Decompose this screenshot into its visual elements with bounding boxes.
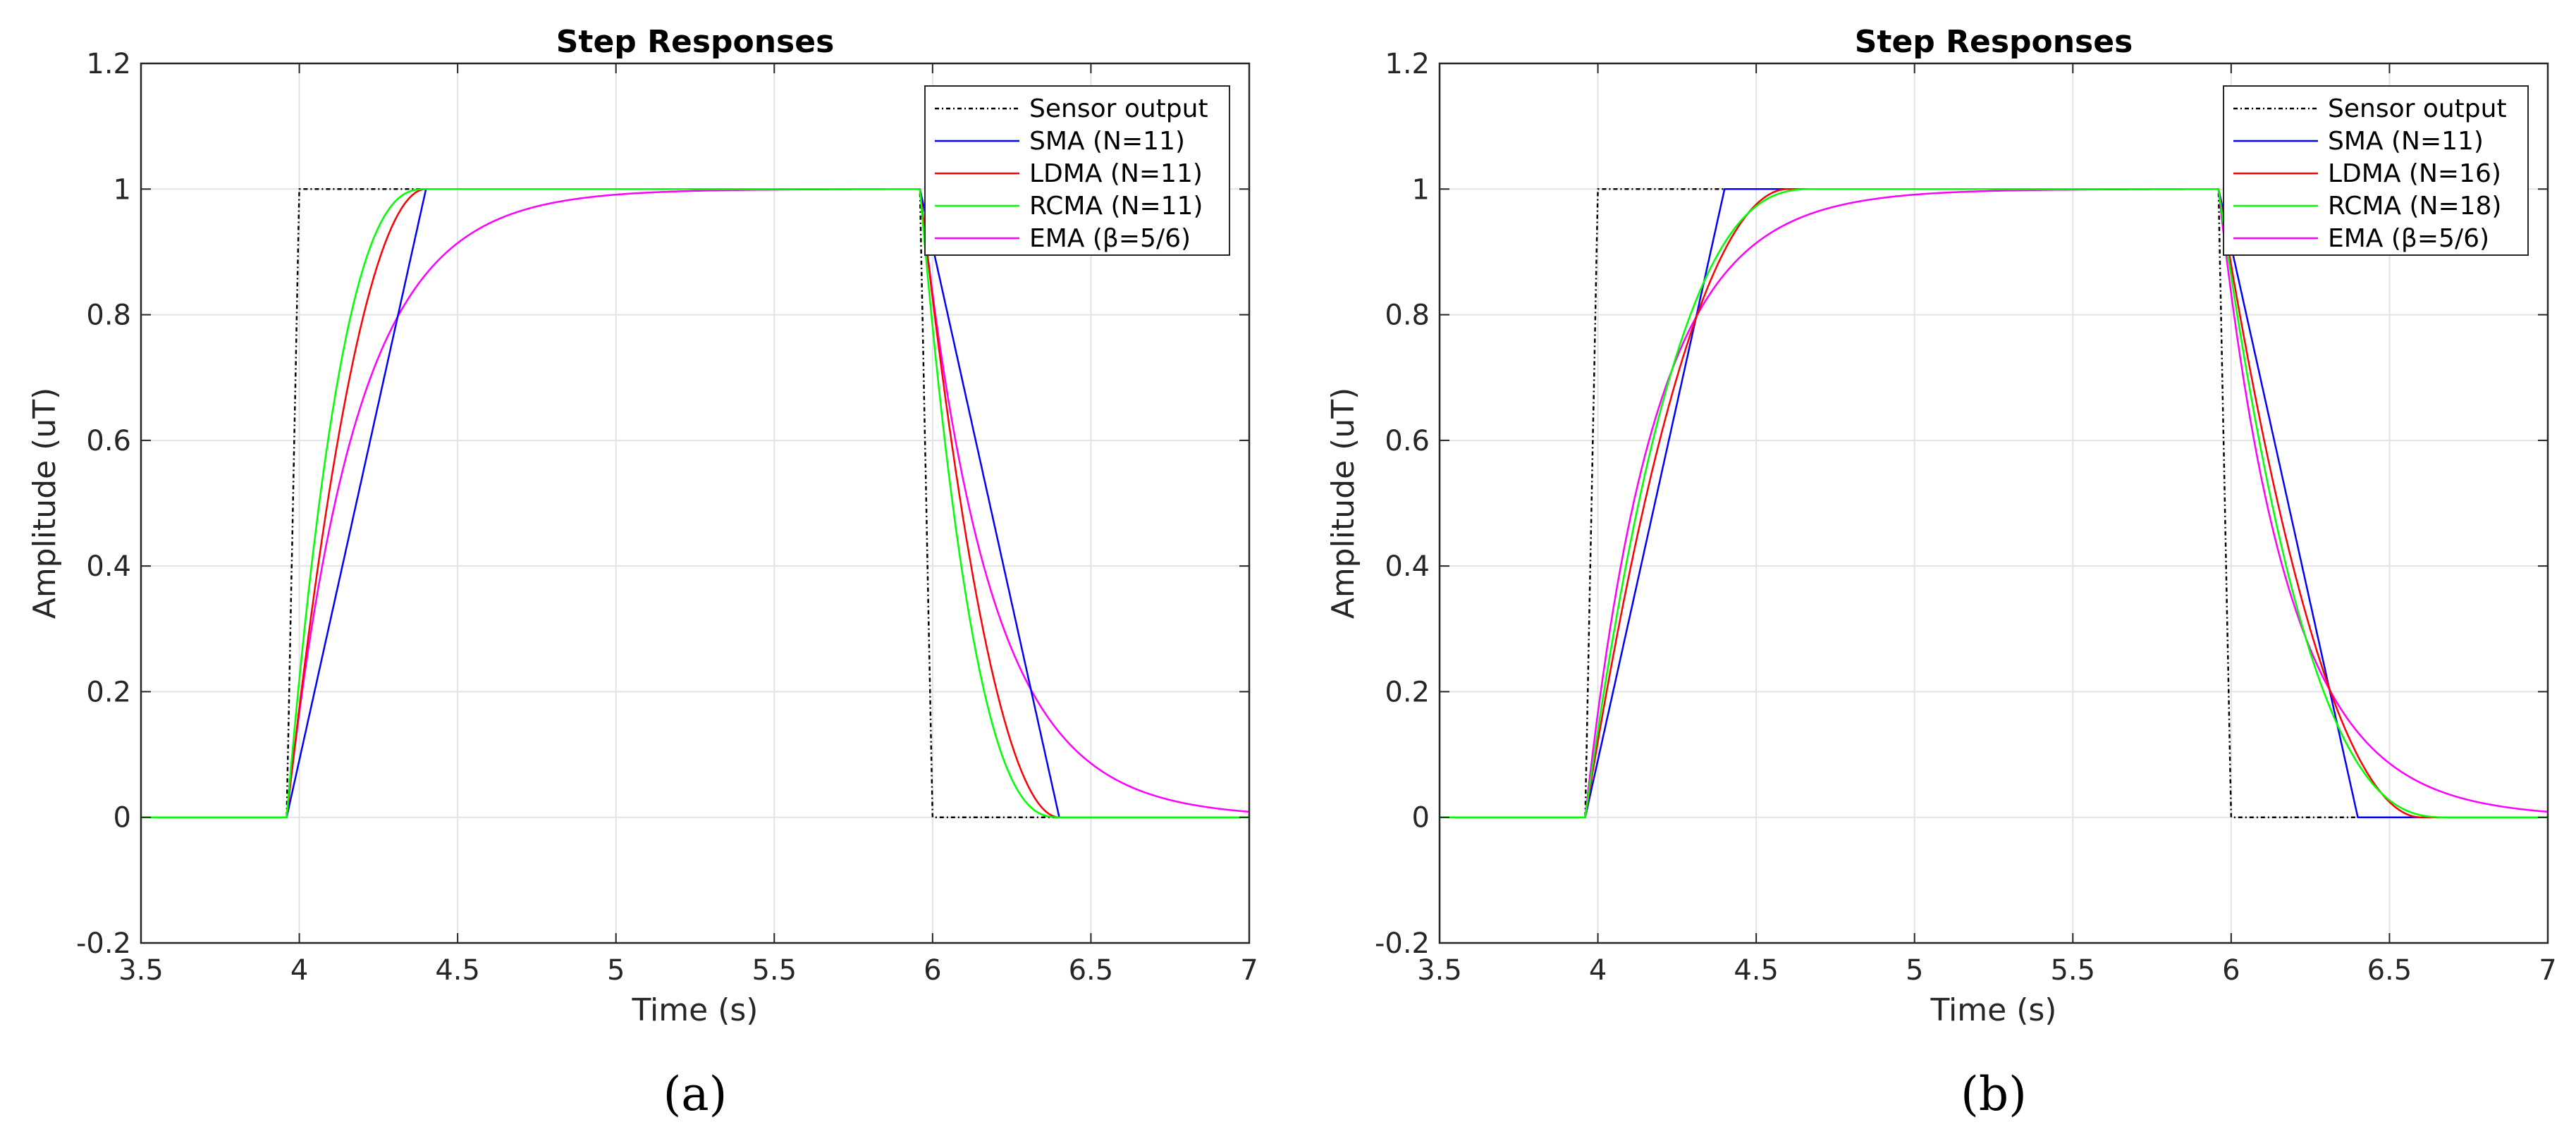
y-tick-label: 0.8	[1385, 300, 1430, 332]
x-tick-label: 3.5	[118, 954, 164, 987]
y-tick-label: -0.2	[76, 927, 131, 960]
legend-label: EMA (β=5/6)	[2328, 224, 2489, 253]
panel-label: (b)	[1961, 1067, 2027, 1121]
legend-label: RCMA (N=18)	[2328, 192, 2501, 221]
legend-box	[924, 85, 1230, 256]
y-tick-label: 0.6	[1385, 425, 1430, 457]
legend-box	[2223, 85, 2529, 256]
y-tick-label: 1.2	[1385, 48, 1430, 80]
chart-title: Step Responses	[556, 24, 835, 60]
y-tick-label: 0.8	[86, 300, 131, 332]
x-tick-label: 4	[290, 954, 308, 987]
series-line-ema	[1440, 188, 2548, 818]
x-tick-label: 6.5	[2367, 954, 2412, 987]
y-tick-label: 0	[114, 802, 131, 834]
x-tick-label: 3.5	[1417, 954, 1462, 987]
y-tick-label: 1	[1412, 173, 1430, 206]
legend-label: LDMA (N=16)	[2328, 159, 2501, 188]
legend-label: Sensor output	[1029, 94, 1208, 123]
y-tick-label: 0.2	[1385, 676, 1430, 708]
x-axis-label: Time (s)	[1930, 992, 2057, 1028]
x-tick-label: 5	[607, 954, 625, 987]
x-tick-label: 5.5	[2050, 954, 2095, 987]
y-axis-label: Amplitude (uT)	[27, 388, 63, 619]
y-tick-label: -0.2	[1375, 927, 1430, 960]
y-tick-label: 0.4	[86, 550, 131, 583]
legend-label: RCMA (N=11)	[1029, 192, 1203, 221]
y-tick-label: 0	[1412, 802, 1430, 834]
series-group	[1440, 188, 2548, 818]
y-axis-label: Amplitude (uT)	[1325, 388, 1361, 619]
legend-label: LDMA (N=11)	[1029, 159, 1203, 188]
x-tick-label: 6	[2222, 954, 2240, 987]
chart-panel-b: 3.5 4 4.5 5 5.5 6 6.5 7 -0.2 0 0.2 0.4 0.6 0.8 1 1.2 Ste…	[1325, 24, 2557, 1121]
x-tick-label: 6.5	[1069, 954, 1114, 987]
x-tick-label: 7	[2539, 954, 2556, 987]
panel-label: (a)	[663, 1067, 728, 1121]
x-tick-label: 6	[924, 954, 941, 987]
x-axis-label: Time (s)	[632, 992, 759, 1028]
y-tick-label: 1	[114, 173, 131, 206]
x-tick-label: 4.5	[435, 954, 480, 987]
x-tick-label: 5	[1906, 954, 1923, 987]
x-tick-label: 7	[1240, 954, 1258, 987]
y-tick-label: 0.4	[1385, 550, 1430, 583]
x-tick-label: 4	[1589, 954, 1607, 987]
series-line-rcma	[1440, 188, 2548, 818]
chart-panel-a: 3.5 4 4.5 5 5.5 6 6.5 7 -0.2 0 0.2 0.4 0.6 0.8 1 1.2 Ste…	[27, 24, 1258, 1121]
x-tick-label: 5.5	[752, 954, 797, 987]
legend-label: EMA (β=5/6)	[1029, 224, 1191, 253]
axes-box	[1438, 62, 2549, 944]
x-tick-label: 4.5	[1734, 954, 1779, 987]
legend-label: Sensor output	[2328, 94, 2507, 123]
axes-box	[140, 62, 1251, 944]
legend-label: SMA (N=11)	[1029, 127, 1185, 156]
series-line-ema	[141, 188, 1249, 818]
y-tick-label: 0.6	[86, 425, 131, 457]
y-tick-label: 0.2	[86, 676, 131, 708]
series-line-rcma	[141, 188, 1249, 818]
y-tick-label: 1.2	[86, 48, 131, 80]
series-group	[141, 188, 1249, 818]
chart-title: Step Responses	[1855, 24, 2133, 60]
legend-label: SMA (N=11)	[2328, 127, 2484, 156]
